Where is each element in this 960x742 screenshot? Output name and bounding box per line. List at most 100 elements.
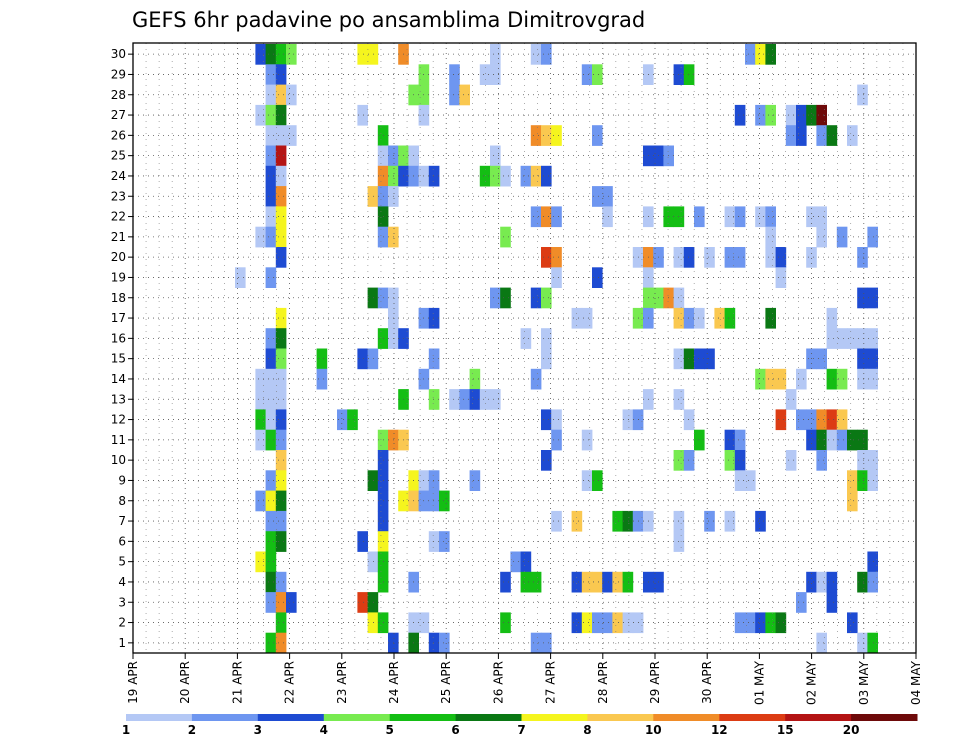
heatmap-cell xyxy=(541,328,552,349)
heatmap-cell xyxy=(275,125,287,146)
heatmap-cell xyxy=(581,64,593,85)
heatmap-cell xyxy=(490,287,501,309)
heatmap-cell xyxy=(286,84,297,106)
heatmap-cell xyxy=(857,368,868,390)
heatmap-cell xyxy=(592,571,603,593)
heatmap-cell xyxy=(755,612,766,634)
heatmap-cell xyxy=(541,125,552,146)
heatmap-cell xyxy=(265,267,277,288)
heatmap-cell xyxy=(581,470,593,491)
heatmap-cell xyxy=(449,64,460,85)
heatmap-cell xyxy=(867,632,878,654)
heatmap-cell xyxy=(459,389,470,410)
heatmap-cell xyxy=(357,592,368,613)
colorbar-swatch xyxy=(323,714,391,721)
heatmap-cell xyxy=(612,510,623,532)
heatmap-cell xyxy=(255,104,266,126)
heatmap-cell xyxy=(428,490,440,512)
heatmap-cell xyxy=(867,348,878,370)
heatmap-cell xyxy=(275,165,287,187)
heatmap-cell xyxy=(826,368,838,390)
heatmap-cell xyxy=(551,267,562,288)
heatmap-cell xyxy=(826,328,838,349)
y-tick-label: 1 xyxy=(118,636,126,650)
y-tick-label: 18 xyxy=(111,291,126,305)
heatmap-cell xyxy=(734,450,746,471)
heatmap-cell xyxy=(275,104,287,126)
colorbar-label: 2 xyxy=(188,723,196,737)
heatmap-cell xyxy=(806,429,817,451)
heatmap-cell xyxy=(316,348,328,370)
heatmap-cell xyxy=(275,328,287,349)
heatmap-cell xyxy=(551,409,562,431)
heatmap-cell xyxy=(500,571,511,593)
heatmap-cell xyxy=(530,571,542,593)
heatmap-cell xyxy=(785,104,797,126)
heatmap-cell xyxy=(541,409,552,431)
y-tick-label: 22 xyxy=(111,210,126,224)
heatmap-cell xyxy=(367,44,379,65)
heatmap-cell xyxy=(765,247,776,268)
heatmap-cell xyxy=(816,632,827,654)
heatmap-cell xyxy=(581,612,593,634)
heatmap-cell xyxy=(745,470,756,491)
heatmap-cell xyxy=(275,409,287,431)
heatmap-cell xyxy=(530,206,542,228)
heatmap-cell xyxy=(694,307,705,329)
heatmap-cell xyxy=(530,287,542,309)
heatmap-cell xyxy=(857,470,868,491)
plot-frame xyxy=(132,42,917,654)
heatmap-cell xyxy=(428,470,440,491)
heatmap-cell xyxy=(265,145,277,167)
heatmap-cell xyxy=(683,348,695,370)
heatmap-cell xyxy=(367,551,379,573)
x-tick-label: 26 APR xyxy=(491,661,505,704)
heatmap-cell xyxy=(571,571,583,593)
heatmap-cell xyxy=(439,490,450,512)
heatmap-cell xyxy=(255,409,266,431)
heatmap-cell xyxy=(255,44,266,65)
heatmap-cell xyxy=(694,206,705,228)
heatmap-cell xyxy=(428,307,440,329)
heatmap-cell xyxy=(275,592,287,613)
heatmap-cell xyxy=(520,328,532,349)
heatmap-cell xyxy=(847,429,858,451)
colorbar-label: 8 xyxy=(583,723,591,737)
heatmap-cell xyxy=(785,125,797,146)
heatmap-cell xyxy=(275,632,287,654)
heatmap-cell xyxy=(541,348,552,370)
heatmap-cell xyxy=(847,612,858,634)
y-tick-label: 3 xyxy=(118,595,126,609)
heatmap-cell xyxy=(857,450,868,471)
heatmap-cell xyxy=(612,571,623,593)
y-tick-label: 23 xyxy=(111,189,126,203)
y-tick-label: 27 xyxy=(111,108,126,122)
x-tick-label: 01 MAY xyxy=(752,660,766,705)
heatmap-cell xyxy=(428,348,440,370)
heatmap-cell xyxy=(867,328,878,349)
heatmap-cell xyxy=(694,429,705,451)
heatmap-cell xyxy=(265,592,277,613)
heatmap-cell xyxy=(265,125,277,146)
heatmap-cell xyxy=(724,450,736,471)
heatmap-cell xyxy=(816,226,827,248)
heatmap-cell xyxy=(357,104,368,126)
heatmap-cell xyxy=(847,490,858,512)
heatmap-cell xyxy=(255,429,266,451)
heatmap-cell xyxy=(836,328,848,349)
heatmap-cell xyxy=(551,429,562,451)
heatmap-cell xyxy=(357,348,368,370)
heatmap-cell xyxy=(755,206,766,228)
y-tick-label: 25 xyxy=(111,149,126,163)
heatmap-cell xyxy=(275,612,287,634)
heatmap-cell xyxy=(428,632,440,654)
heatmap-cell xyxy=(235,267,246,288)
heatmap-cell xyxy=(255,226,266,248)
heatmap-cell xyxy=(602,206,613,228)
y-tick-label: 11 xyxy=(111,433,126,447)
heatmap-cell xyxy=(571,612,583,634)
heatmap-cell xyxy=(775,612,787,634)
heatmap-cell xyxy=(265,165,277,187)
heatmap-cell xyxy=(265,84,277,106)
heatmap-cell xyxy=(367,287,379,309)
